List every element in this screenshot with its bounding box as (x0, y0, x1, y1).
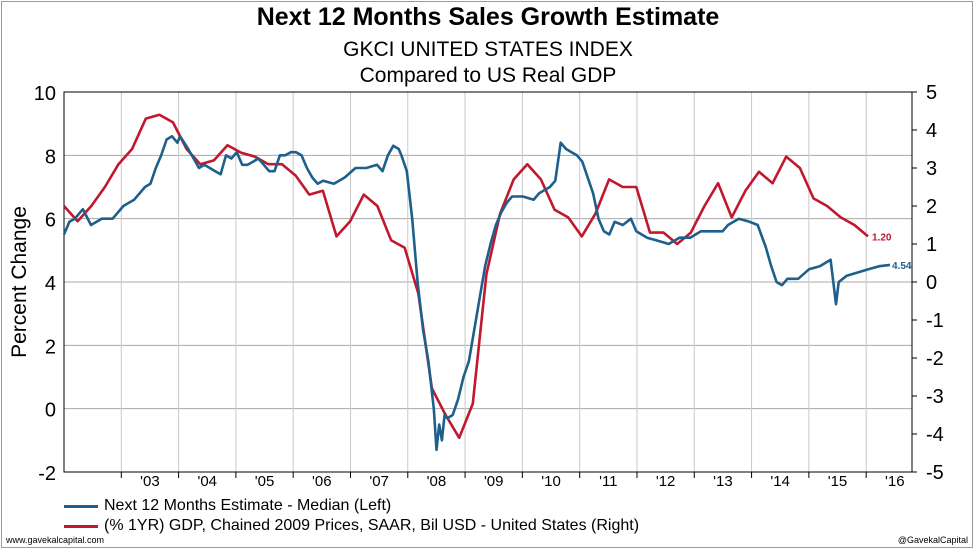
series: 1.20 4.54 (62, 113, 912, 452)
legend-label-gdp: (% 1YR) GDP, Chained 2009 Prices, SAAR, … (104, 517, 640, 534)
axes: 1086420-2543210-1-2-3-4-5'03'04'05'06'07… (34, 82, 944, 490)
y-right-tick-label: 1 (926, 234, 937, 256)
y-right-tick-label: 5 (926, 82, 937, 104)
y-right-tick-label: 4 (926, 120, 937, 142)
x-tick-label: '06 (312, 473, 332, 490)
x-tick-label: '15 (828, 473, 848, 490)
x-tick-label: '14 (770, 473, 790, 490)
y-right-tick-label: -2 (926, 348, 944, 370)
x-tick-label: '04 (197, 473, 217, 490)
y-right-tick-label: 0 (926, 272, 937, 294)
legend-swatch-estimate (64, 504, 98, 508)
legend-swatch-gdp (64, 524, 98, 528)
y-left-tick-label: 8 (45, 146, 56, 168)
x-tick-label: '03 (140, 473, 160, 490)
grid (64, 92, 912, 472)
y-axis-label: Percent Change (8, 206, 31, 358)
chart-title: Next 12 Months Sales Growth Estimate (256, 3, 720, 31)
series-end-label-estimate: 4.54 (892, 261, 912, 272)
legend-item-estimate: Next 12 Months Estimate - Median (Left) (64, 497, 391, 515)
x-tick-label: '05 (255, 473, 275, 490)
chart-subtitle-index: GKCI UNITED STATES INDEX (343, 38, 633, 61)
y-left-tick-label: 6 (45, 210, 56, 232)
y-left-tick-label: 10 (34, 83, 56, 105)
x-tick-label: '09 (484, 473, 504, 490)
series-line-estimate (62, 135, 891, 452)
x-tick-label: '07 (369, 473, 389, 490)
y-left-tick-label: -2 (38, 463, 56, 485)
y-left-tick-label: 4 (45, 273, 56, 295)
x-tick-label: '10 (541, 473, 561, 490)
y-left-tick-label: 2 (45, 336, 56, 358)
footer-website: www.gavekalcapital.com (6, 535, 105, 545)
legend-label-estimate: Next 12 Months Estimate - Median (Left) (104, 497, 392, 514)
y-right-tick-label: 3 (926, 158, 937, 180)
y-left-tick-label: 0 (45, 400, 56, 422)
y-right-tick-label: -4 (926, 424, 944, 446)
x-tick-label: '11 (599, 473, 617, 490)
x-tick-label: '12 (656, 473, 676, 490)
series-end-label-gdp: 1.20 (872, 232, 892, 243)
y-right-tick-label: -1 (926, 310, 944, 332)
y-right-tick-label: -5 (926, 462, 944, 484)
y-right-tick-label: -3 (926, 386, 944, 408)
y-right-tick-label: 2 (926, 196, 937, 218)
footer-handle: @GavekalCapital (897, 535, 968, 545)
series-line-gdp (63, 113, 869, 440)
x-tick-label: '16 (885, 473, 905, 490)
legend-item-gdp: (% 1YR) GDP, Chained 2009 Prices, SAAR, … (64, 517, 639, 535)
chart-subtitle-comparison: Compared to US Real GDP (359, 64, 617, 87)
x-tick-label: '08 (427, 473, 447, 490)
x-tick-label: '13 (713, 473, 733, 490)
